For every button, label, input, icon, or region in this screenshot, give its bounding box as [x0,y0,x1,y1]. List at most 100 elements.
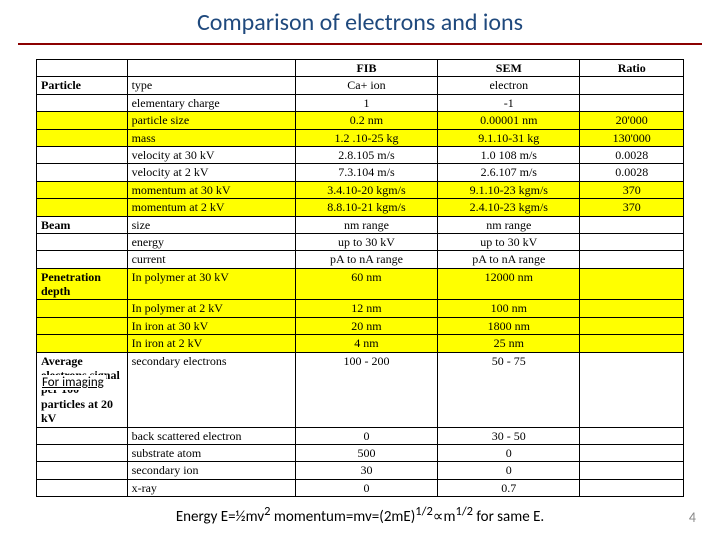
table-cell [580,216,684,233]
table-cell: 20 nm [295,317,437,334]
table-cell: up to 30 kV [295,233,437,250]
table-cell: velocity at 2 kV [127,164,295,181]
table-cell [37,479,128,496]
table-cell: 1800 nm [438,317,580,334]
table-cell: up to 30 kV [438,233,580,250]
table-cell: particle size [127,112,295,129]
title-underline [18,43,702,45]
table-cell: 20'000 [580,112,684,129]
header-fib: FIB [295,60,437,77]
table-cell: pA to nA range [438,251,580,268]
table-cell [37,233,128,250]
table-cell: size [127,216,295,233]
energy-formula: Energy E=½mv2 momentum=mv=(2mE)1/2∝m1/2 … [0,504,720,526]
table-cell: type [127,77,295,94]
table-cell: pA to nA range [295,251,437,268]
table-cell [580,94,684,111]
table-cell: momentum at 30 kV [127,181,295,198]
table-cell: 0.7 [438,479,580,496]
table-cell: In polymer at 30 kV [127,268,295,300]
table-cell [580,251,684,268]
table-cell [37,181,128,198]
table-cell [37,94,128,111]
table-cell [580,268,684,300]
table-cell: 2.8.105 m/s [295,146,437,163]
table-row: Beamsizenm rangenm range [37,216,684,233]
table-cell: 1.0 108 m/s [438,146,580,163]
table-cell: 0.2 nm [295,112,437,129]
table-cell [37,251,128,268]
table-cell [37,199,128,216]
table-cell [580,335,684,352]
table-cell: 100 nm [438,300,580,317]
table-row: velocity at 30 kV2.8.105 m/s1.0 108 m/s0… [37,146,684,163]
table-cell: momentum at 2 kV [127,199,295,216]
header-sem: SEM [438,60,580,77]
table-cell: 30 [295,462,437,479]
table-cell [37,129,128,146]
table-row: Average electrons signal per 100 particl… [37,352,684,427]
formula-p3sup: 1/2 [456,504,474,519]
table-cell: mass [127,129,295,146]
table-cell: velocity at 30 kV [127,146,295,163]
table-header-row: FIB SEM Ratio [37,60,684,77]
table-cell: secondary ion [127,462,295,479]
table-cell [37,427,128,444]
table-cell: 8.8.10-21 kgm/s [295,199,437,216]
table-cell: In iron at 2 kV [127,335,295,352]
formula-p2: momentum=mv=(2mE) [270,508,415,526]
table-row: In iron at 2 kV4 nm25 nm [37,335,684,352]
table-cell: Ca+ ion [295,77,437,94]
table-cell: 130'000 [580,129,684,146]
table-cell [580,300,684,317]
table-cell [37,462,128,479]
formula-p3: ∝m [433,508,456,526]
table-cell: 2.6.107 m/s [438,164,580,181]
table-cell: nm range [438,216,580,233]
table-row: back scattered electron030 - 50 [37,427,684,444]
table-cell: elementary charge [127,94,295,111]
table-cell: 4 nm [295,335,437,352]
table-cell: electron [438,77,580,94]
table-cell: 0.0028 [580,164,684,181]
table-cell [37,317,128,334]
table-cell [580,427,684,444]
table-cell: 370 [580,181,684,198]
table-cell [37,146,128,163]
table-cell: 100 - 200 [295,352,437,427]
comparison-table: FIB SEM Ratio ParticletypeCa+ ionelectro… [36,59,684,497]
table-cell: 30 - 50 [438,427,580,444]
table-row: ParticletypeCa+ ionelectron [37,77,684,94]
table-row: secondary ion300 [37,462,684,479]
table-cell [37,444,128,461]
table-cell: 0 [438,444,580,461]
table-cell [580,317,684,334]
table-cell: current [127,251,295,268]
comparison-table-wrap: FIB SEM Ratio ParticletypeCa+ ionelectro… [0,59,720,497]
table-row: elementary charge1-1 [37,94,684,111]
table-cell: back scattered electron [127,427,295,444]
table-cell [37,112,128,129]
table-cell: 50 - 75 [438,352,580,427]
table-cell [580,352,684,427]
table-cell: 0.0028 [580,146,684,163]
table-cell [37,300,128,317]
table-cell: 0 [295,479,437,496]
table-cell: 1.2 .10-25 kg [295,129,437,146]
header-cat [37,60,128,77]
table-cell: 0 [438,462,580,479]
header-ratio: Ratio [580,60,684,77]
table-cell [580,462,684,479]
table-cell: 0.00001 nm [438,112,580,129]
table-cell: -1 [438,94,580,111]
table-cell: x-ray [127,479,295,496]
table-cell: 25 nm [438,335,580,352]
table-cell: 1 [295,94,437,111]
table-cell: 12000 nm [438,268,580,300]
table-cell: Beam [37,216,128,233]
table-row: In polymer at 2 kV12 nm100 nm [37,300,684,317]
for-imaging-note: For imaging [40,375,106,390]
table-row: currentpA to nA rangepA to nA range [37,251,684,268]
table-row: particle size0.2 nm0.00001 nm20'000 [37,112,684,129]
table-cell: 9.1.10-23 kgm/s [438,181,580,198]
